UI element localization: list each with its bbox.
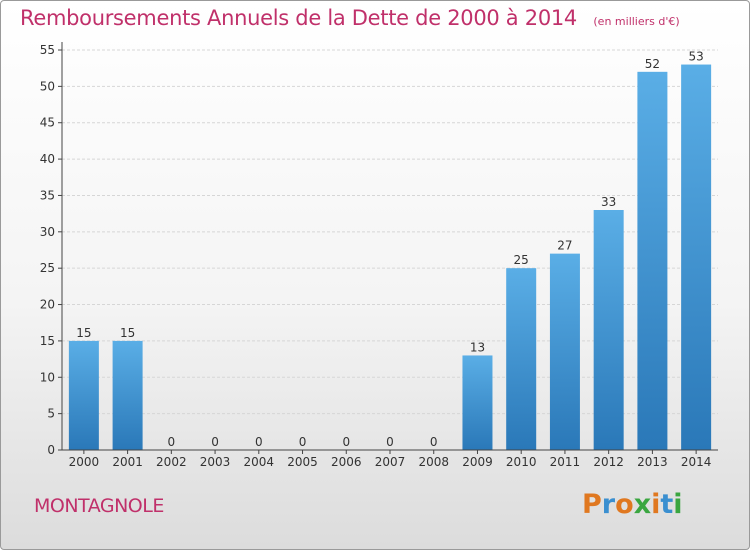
value-label-2007: 0 xyxy=(386,435,394,449)
bar-2013 xyxy=(637,71,668,451)
y-tick-label-35: 35 xyxy=(40,188,55,202)
y-tick-label-40: 40 xyxy=(40,152,55,166)
y-tick-label-50: 50 xyxy=(40,79,55,93)
x-tick-label-2003: 2003 xyxy=(200,455,231,469)
chart-title-text: Remboursements Annuels de la Dette de 20… xyxy=(20,6,577,30)
y-tick-label-45: 45 xyxy=(40,116,55,130)
x-tick-label-2012: 2012 xyxy=(593,455,624,469)
value-label-2006: 0 xyxy=(342,435,350,449)
town-name: MONTAGNOLE xyxy=(34,495,164,517)
y-tick-label-10: 10 xyxy=(40,370,55,384)
value-label-2011: 27 xyxy=(557,239,572,253)
x-tick-label-2008: 2008 xyxy=(418,455,449,469)
x-tick-label-2001: 2001 xyxy=(112,455,143,469)
y-tick-label-15: 15 xyxy=(40,334,55,348)
x-tick-label-2002: 2002 xyxy=(156,455,187,469)
bar-2014 xyxy=(681,64,712,450)
bar-2011 xyxy=(549,253,580,450)
chart-title: Remboursements Annuels de la Dette de 20… xyxy=(20,6,680,30)
x-tick-label-2005: 2005 xyxy=(287,455,318,469)
value-label-2003: 0 xyxy=(211,435,219,449)
value-label-2001: 15 xyxy=(120,326,135,340)
logo-letter: i xyxy=(651,489,661,520)
logo-letter: i xyxy=(673,489,683,520)
x-tick-label-2013: 2013 xyxy=(637,455,668,469)
logo-letter: x xyxy=(633,489,652,520)
x-tick-label-2006: 2006 xyxy=(331,455,362,469)
value-label-2014: 53 xyxy=(688,50,703,64)
logo-letter: o xyxy=(615,489,634,520)
value-label-2013: 52 xyxy=(645,57,660,71)
x-tick-label-2009: 2009 xyxy=(462,455,493,469)
value-label-2008: 0 xyxy=(430,435,438,449)
y-tick-label-30: 30 xyxy=(40,225,55,239)
bar-2012 xyxy=(593,210,624,450)
x-tick-label-2011: 2011 xyxy=(550,455,581,469)
bar-2009 xyxy=(462,355,493,450)
y-tick-label-25: 25 xyxy=(40,261,55,275)
chart-unit: (en milliers d'€) xyxy=(593,15,680,28)
y-tick-label-5: 5 xyxy=(47,407,55,421)
value-label-2004: 0 xyxy=(255,435,263,449)
x-tick-label-2004: 2004 xyxy=(244,455,275,469)
x-tick-label-2010: 2010 xyxy=(506,455,537,469)
value-label-2005: 0 xyxy=(299,435,307,449)
value-label-2002: 0 xyxy=(168,435,176,449)
bar-2010 xyxy=(506,268,537,450)
y-tick-label-20: 20 xyxy=(40,298,55,312)
value-label-2000: 15 xyxy=(76,326,91,340)
logo-letter: P xyxy=(582,489,602,520)
bar-2000 xyxy=(68,340,99,450)
y-tick-label-0: 0 xyxy=(47,443,55,457)
value-label-2010: 25 xyxy=(514,253,529,267)
logo-letter: r xyxy=(601,489,616,520)
proxiti-logo: Proxiti xyxy=(582,489,683,520)
value-label-2009: 13 xyxy=(470,340,485,354)
x-tick-label-2007: 2007 xyxy=(375,455,406,469)
x-tick-label-2014: 2014 xyxy=(681,455,712,469)
x-tick-label-2000: 2000 xyxy=(69,455,100,469)
bar-2001 xyxy=(112,340,143,450)
y-tick-label-55: 55 xyxy=(40,43,55,57)
value-label-2012: 33 xyxy=(601,195,616,209)
logo-letter: t xyxy=(660,489,674,520)
